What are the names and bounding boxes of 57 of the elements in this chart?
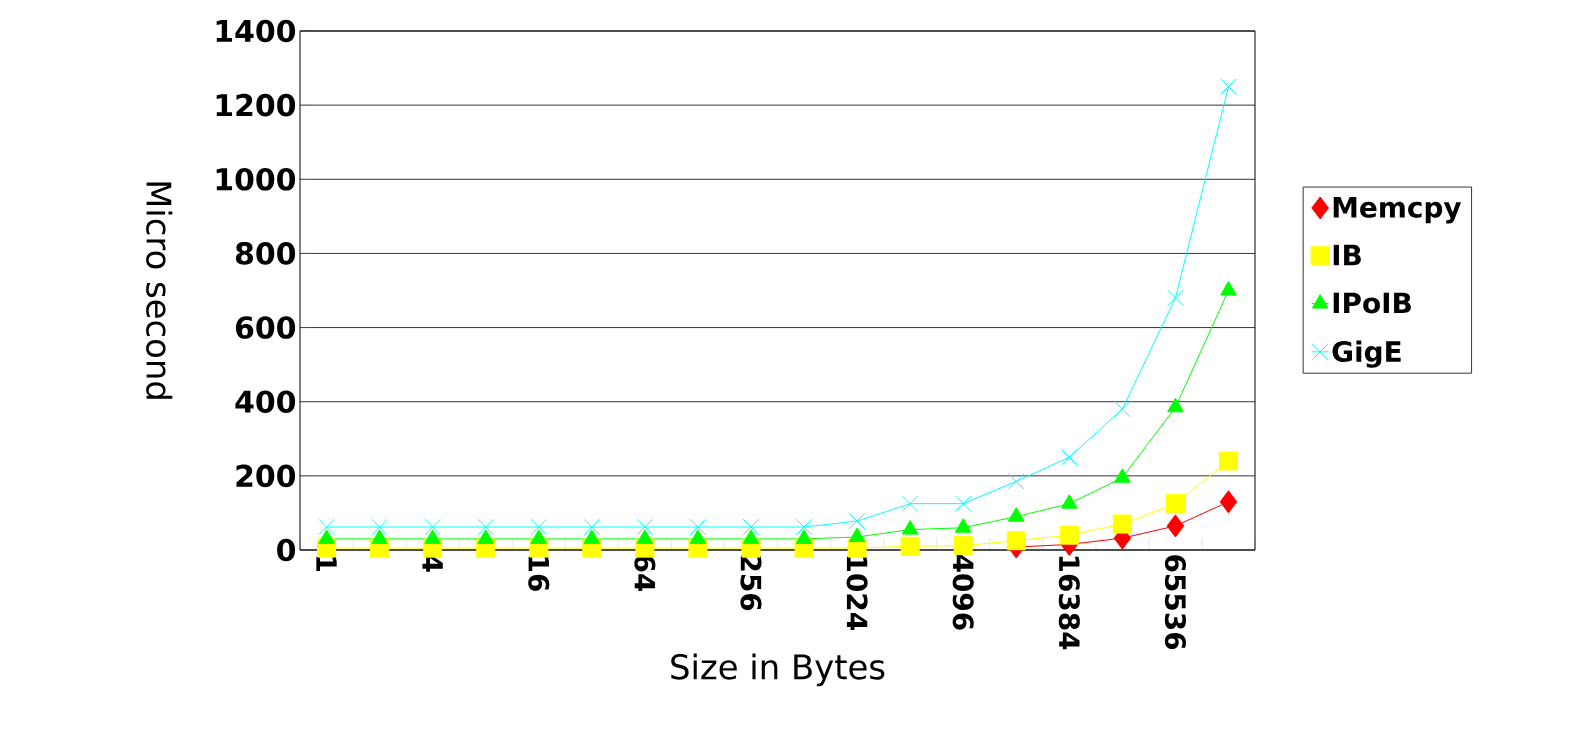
point	[371, 518, 388, 536]
y-tick-label: 200	[236, 464, 296, 488]
y-tick-label: 1400	[216, 19, 296, 43]
point	[901, 520, 919, 535]
y-tick-label: 1200	[216, 93, 296, 117]
point	[1007, 507, 1025, 522]
y-axis-title: Micro second	[146, 182, 173, 399]
point	[1061, 494, 1078, 509]
point	[848, 527, 866, 543]
x-tick-label: 64	[634, 555, 656, 592]
y-tick-label: 1000	[216, 167, 296, 191]
legend-label: GigE	[1332, 340, 1401, 368]
point	[1218, 451, 1238, 471]
point	[1059, 525, 1079, 545]
x-tick-label: 1	[316, 556, 337, 571]
legend-label: Memcpy	[1333, 197, 1462, 224]
x-tick-label: 16	[528, 556, 550, 591]
x-tick-label: 16384	[1058, 556, 1080, 650]
point	[901, 495, 919, 512]
point	[900, 536, 920, 556]
point	[689, 518, 707, 536]
x-tick-label: 256	[740, 555, 762, 611]
legend-label: IB	[1333, 244, 1361, 266]
point	[1114, 468, 1131, 483]
point	[530, 518, 548, 536]
x-tick-label: 1024	[846, 556, 868, 630]
point	[953, 536, 973, 556]
point	[1220, 78, 1237, 95]
y-tick-label: 400	[235, 390, 296, 414]
point	[583, 518, 601, 536]
y-tick-label: 800	[235, 242, 296, 265]
point	[1166, 514, 1185, 538]
y-tick-label: 600	[235, 316, 296, 339]
point	[477, 518, 494, 536]
point	[636, 518, 654, 536]
point	[1220, 281, 1237, 296]
point	[1219, 490, 1238, 514]
point	[954, 518, 972, 533]
point	[742, 518, 760, 536]
x-tick-label: 65536	[1164, 555, 1186, 650]
point	[795, 518, 813, 536]
point	[1167, 397, 1184, 413]
point	[1061, 449, 1078, 466]
point	[1007, 473, 1025, 490]
point	[424, 518, 441, 536]
point	[954, 495, 972, 512]
point	[1006, 531, 1026, 551]
point	[848, 512, 866, 530]
point	[1114, 400, 1131, 418]
point	[1167, 289, 1184, 307]
x-tick-label: 4096	[952, 554, 974, 630]
point	[318, 518, 335, 536]
x-axis-title: Size in Bytes	[671, 653, 885, 687]
legend-label: IPoIB	[1333, 292, 1411, 314]
point	[1112, 514, 1132, 534]
y-tick-label: 0	[277, 538, 296, 562]
point	[1165, 494, 1185, 514]
